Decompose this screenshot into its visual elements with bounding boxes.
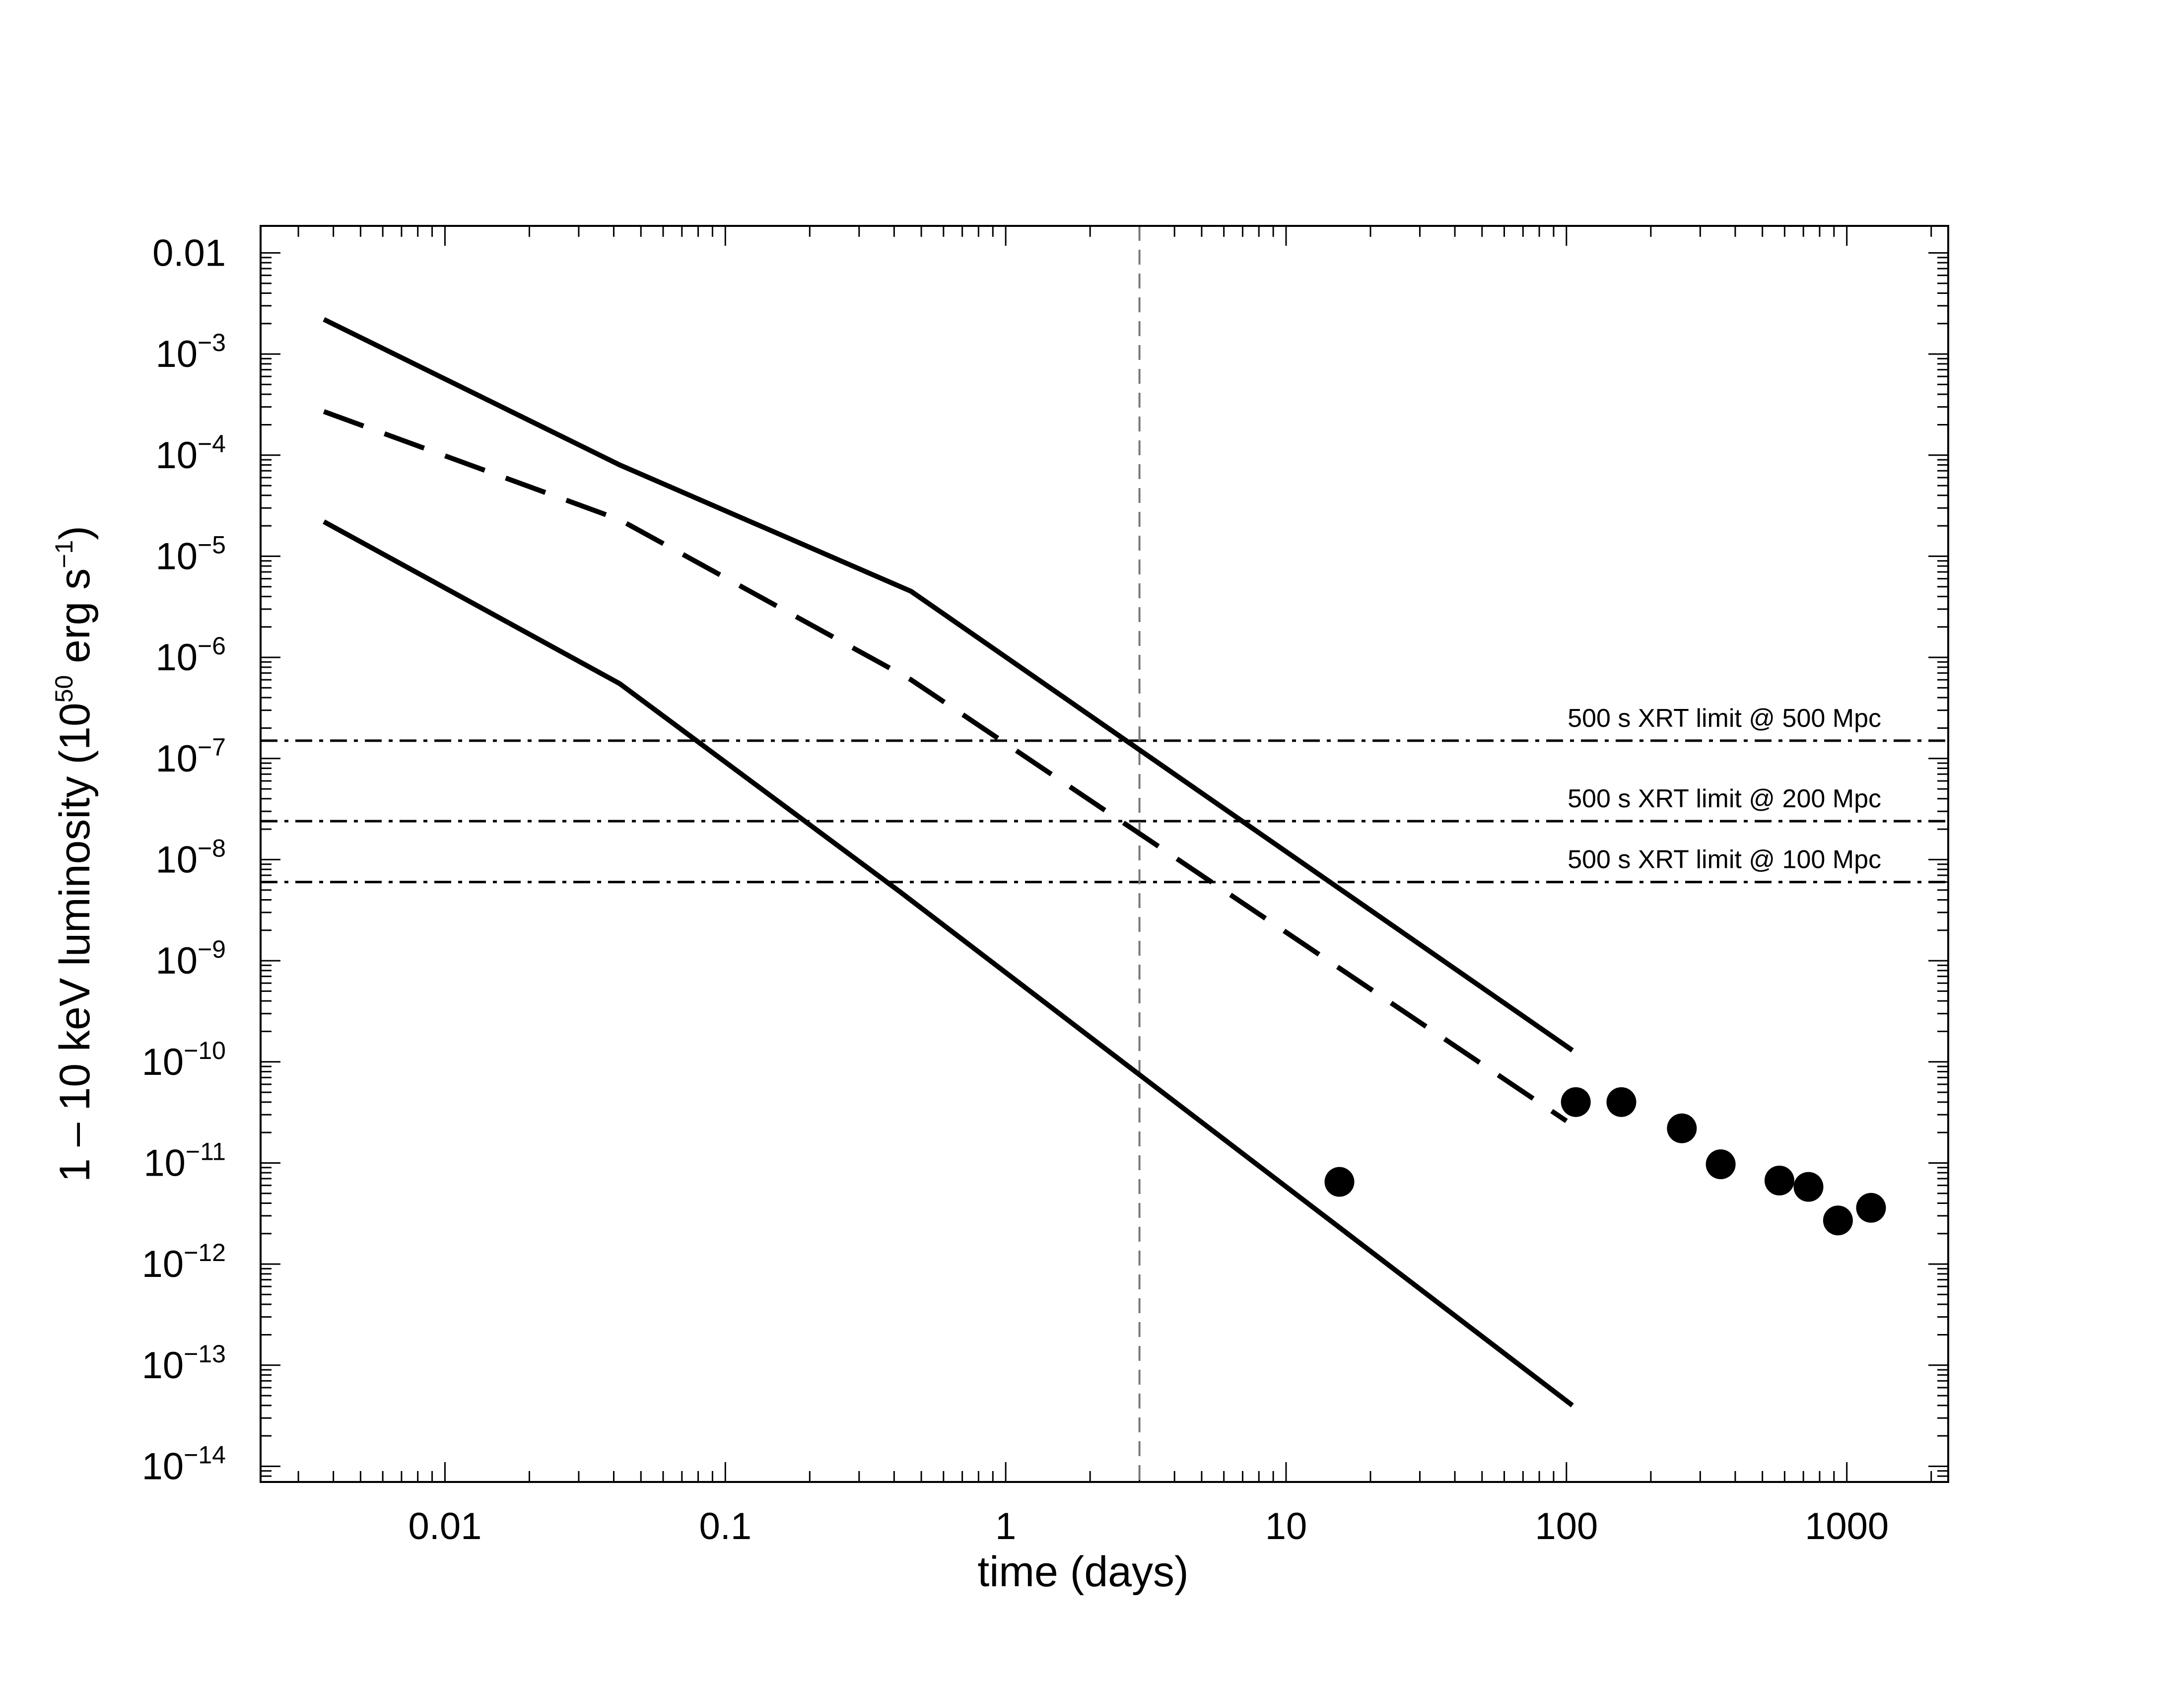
y-tick-base: 10 [155,940,198,982]
y-axis-title-pre: 1 – 10 keV luminosity (10 [51,703,99,1182]
model-curves [323,317,1574,1407]
x-tick-label: 1000 [1805,1505,1889,1547]
y-tick-exponent: −6 [198,632,226,660]
xrt-limit-label: 500 s XRT limit @ 500 Mpc [1568,704,1881,733]
observation-point [1606,1087,1637,1117]
y-tick-exponent: −12 [184,1239,226,1266]
observation-point [1793,1172,1824,1202]
x-tick-label: 0.01 [408,1505,481,1547]
y-tick-label: 10−9 [155,935,226,982]
y-tick-base: 10 [155,738,198,780]
y-tick-exponent: −10 [184,1037,226,1064]
y-tick-base: 10 [143,1142,186,1184]
x-tick-label: 100 [1535,1505,1598,1547]
observation-point [1764,1165,1794,1196]
y-tick-exponent: −13 [184,1340,226,1368]
x-tick-label: 0.1 [699,1505,751,1547]
x-axis-title: time (days) [977,1548,1188,1596]
observation-point [1324,1167,1355,1197]
y-tick-base: 10 [142,1041,184,1083]
y-tick-label: 10−10 [142,1037,226,1083]
y-tick-base: 10 [155,333,198,375]
y-axis-title: 1 – 10 keV luminosity (1050 erg s−1) [50,526,99,1182]
y-tick-base: 10 [155,839,198,881]
observation-point [1561,1087,1591,1117]
xrt-limit-label: 500 s XRT limit @ 100 Mpc [1568,845,1881,874]
reference-lines: 500 s XRT limit @ 500 Mpc 500 s XRT limit… [261,704,1948,884]
y-tick-label: 10−3 [155,329,226,375]
y-tick-base: 10 [155,636,198,679]
y-tick-label: 10−4 [155,430,226,477]
y-tick-exponent: −11 [186,1137,226,1165]
y-tick-base: 10 [142,1445,184,1487]
observations [1324,1087,1886,1236]
model-curve-1 [323,317,1574,1053]
y-tick-base: 10 [155,535,198,577]
model-curve-3 [323,519,1574,1407]
x-tick-label: 10 [1265,1505,1307,1547]
y-tick-label: 10−12 [142,1239,226,1285]
y-axis-title-post: ) [51,526,99,540]
y-tick-label: 10−13 [142,1340,226,1387]
y-tick-exponent: −8 [198,834,226,862]
axis-ticks [261,226,1948,1483]
y-tick-exponent: −4 [198,430,226,458]
y-axis-title-sup2: −1 [50,540,78,568]
y-tick-base: 10 [142,1344,184,1387]
y-axis-title-sup1: 50 [50,675,78,703]
model-curve-2 [323,409,1568,1124]
y-tick-label: 10−14 [142,1441,226,1487]
y-tick-exponent: −7 [198,733,226,761]
y-axis-title-mid: erg s [51,568,99,675]
observation-point [1706,1149,1736,1180]
y-tick-label: 10−7 [155,733,226,780]
observation-point [1667,1113,1697,1143]
y-tick-exponent: −14 [184,1441,226,1469]
y-tick-exponent: −9 [198,935,226,963]
xrt-limit-label: 500 s XRT limit @ 200 Mpc [1568,784,1881,813]
plot-frame [260,225,1949,1483]
x-tick-label: 1 [995,1505,1016,1547]
y-tick-label: 10−6 [155,632,226,679]
y-tick-label: 10−8 [155,834,226,881]
y-tick-labels: 0.0110−310−410−510−610−710−810−910−1010−… [142,232,226,1487]
y-tick-label: 10−5 [155,531,226,577]
y-tick-base: 10 [155,434,198,477]
y-tick-exponent: −5 [198,531,226,559]
x-tick-labels: 0.01 0.1 1 10 100 1000 [408,1505,1889,1547]
y-tick-label: 10−11 [143,1137,226,1184]
observation-point [1823,1205,1853,1236]
y-tick-exponent: −3 [198,329,226,356]
observation-point [1856,1193,1886,1223]
y-tick-base: 10 [142,1243,184,1285]
y-tick-label: 0.01 [152,232,226,274]
